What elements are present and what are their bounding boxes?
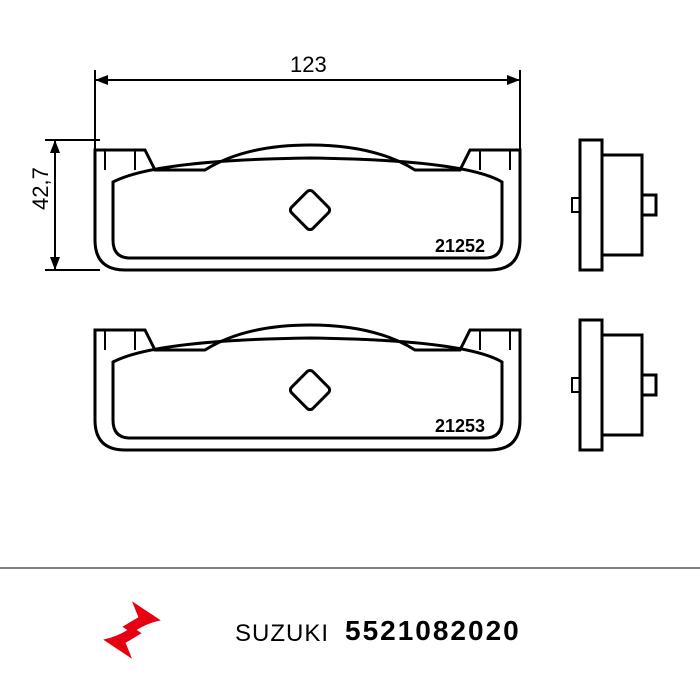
brand-name: SUZUKI [235,620,329,648]
height-dimension: 42,7 [28,140,100,270]
side-view-bottom [572,320,656,450]
technical-drawing: 123 42,7 21252 21253 [0,0,700,700]
side-view-top [572,140,656,270]
width-dimension: 123 [95,52,520,155]
brake-pad-bottom: 21253 [95,325,520,450]
width-value: 123 [290,52,327,77]
suzuki-logo-icon [100,598,164,662]
height-value: 42,7 [28,167,53,210]
part-number: 5521082020 [345,615,521,647]
pad-top-number: 21252 [435,236,485,256]
pad-bottom-number: 21253 [435,416,485,436]
diagram-container: 123 42,7 21252 21253 [0,0,700,700]
brake-pad-top: 21252 [95,145,520,270]
